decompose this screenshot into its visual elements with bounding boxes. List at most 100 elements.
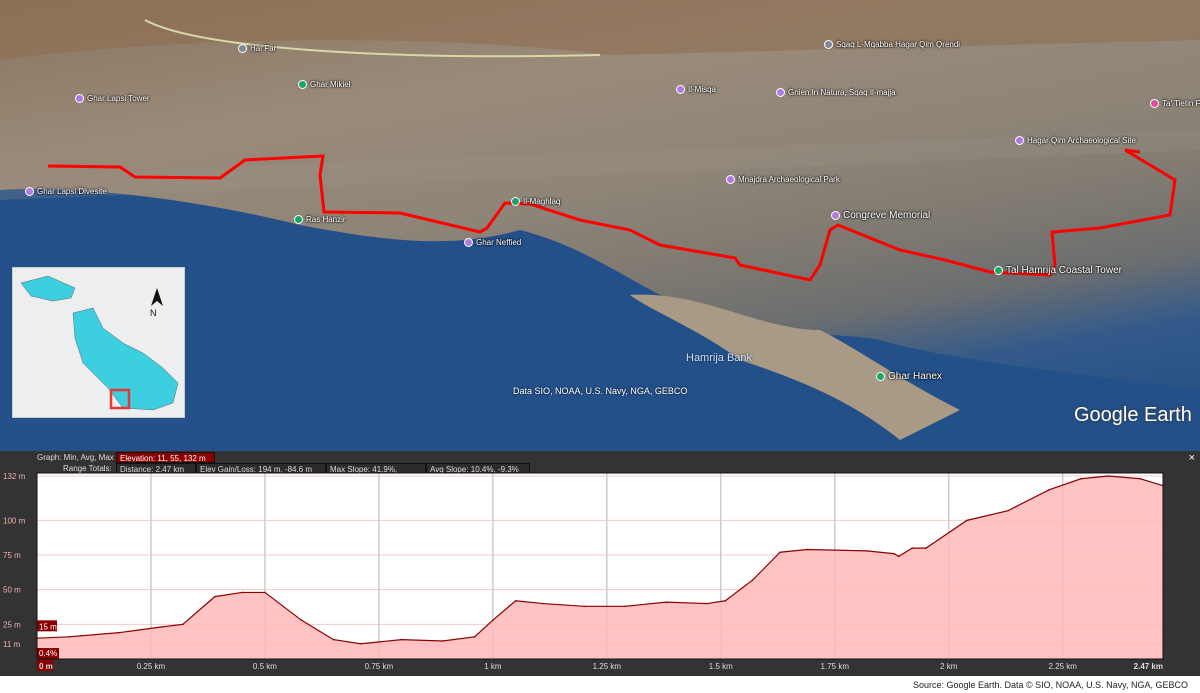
x-tick-label: 0.75 km: [365, 662, 394, 671]
place-pin-icon: [726, 175, 735, 184]
elevation-point: [182, 623, 184, 626]
map-view[interactable]: Ghar Lapsi Tower Ghar Lapsi Divesite Hal…: [0, 0, 1200, 451]
elevation-point: [865, 550, 868, 552]
place-pin-icon: [238, 44, 247, 53]
place-pin-icon: [298, 80, 307, 89]
cursor-elevation: 15 m: [39, 622, 57, 631]
elevation-point: [241, 591, 243, 594]
elevation-point: [264, 591, 266, 594]
route-line: [47, 148, 1177, 282]
place-pin-icon: [676, 85, 685, 94]
elevation-point: [473, 636, 476, 638]
elevation-point: [706, 602, 708, 605]
cursor-elev-bg: [37, 620, 57, 632]
place-marker[interactable]: Ras Hanzir: [294, 215, 346, 224]
elevation-point: [118, 631, 120, 634]
place-marker[interactable]: Mnajdra Archaeological Park: [726, 175, 840, 184]
elevation-point: [300, 619, 303, 621]
y-tick-label: 100 m: [3, 516, 26, 525]
y-tick-label: 11 m: [3, 640, 21, 649]
north-arrow-icon: [151, 288, 163, 306]
elevation-chart[interactable]: 11 m 25 m 50 m 75 m 100 m 132 m 0 m 0.25 km 0.5 …: [0, 451, 1200, 676]
compass-label: N: [150, 308, 157, 318]
place-marker[interactable]: Tal Hamrija Coastal Tower: [994, 265, 1122, 276]
elevation-point: [359, 642, 362, 645]
elevation-point: [966, 519, 968, 522]
place-marker[interactable]: Hal Far: [238, 44, 276, 53]
elevation-point: [1080, 477, 1082, 480]
place-marker[interactable]: Il-Maghlaq: [511, 197, 560, 206]
elevation-point: [893, 552, 895, 555]
place-pin-icon: [294, 215, 303, 224]
elevation-point: [441, 640, 444, 642]
elevation-point: [1139, 477, 1142, 480]
place-marker[interactable]: Congreve Memorial: [831, 210, 930, 221]
elevation-point: [925, 547, 927, 549]
place-pin-icon: [831, 211, 840, 220]
elevation-point: [751, 579, 754, 581]
elevation-point: [492, 619, 494, 621]
place-pin-icon: [75, 94, 84, 103]
x-tick-label: 0.25 km: [137, 662, 166, 671]
source-caption: Source: Google Earth. Data © SIO, NOAA, …: [912, 680, 1188, 690]
place-marker[interactable]: Ghar Neffied: [464, 238, 521, 247]
place-marker[interactable]: Ghar Lapsi Tower: [75, 94, 150, 103]
elevation-point: [665, 601, 667, 603]
elevation-profile-panel: Graph: Min, Avg, Max Elevation: 11, 55, …: [0, 451, 1200, 676]
plot-border: [36, 472, 1164, 660]
map-attribution: Data SIO, NOAA, U.S. Navy, NGA, GEBCO: [513, 386, 688, 396]
elevation-point: [1007, 509, 1009, 512]
elevation-point: [1107, 475, 1110, 477]
range-totals-label: Range Totals:: [63, 464, 112, 473]
malta-inset-map: N: [20, 275, 179, 411]
y-tick-label: 132 m: [3, 472, 26, 481]
place-pin-icon: [1015, 136, 1024, 145]
elevation-point: [213, 595, 216, 598]
place-marker[interactable]: Ghar Lapsi Divesite: [25, 187, 107, 196]
elevation-point: [911, 547, 914, 549]
x-tick-bg: [37, 660, 53, 671]
place-marker[interactable]: Ghar Mikiel: [298, 80, 350, 89]
view-extent-marker: [109, 388, 131, 410]
elevation-point: [779, 551, 781, 554]
place-pin-icon: [824, 40, 833, 49]
elevation-point: [514, 599, 517, 602]
place-pin-icon: [994, 266, 1003, 275]
elevation-area: [37, 476, 1163, 659]
graph-label: Graph: Min, Avg, Max: [37, 453, 114, 462]
elevation-point: [332, 638, 335, 641]
place-marker[interactable]: Hagar Qim Archaeological Site: [1015, 136, 1136, 145]
google-earth-logo: Google Earth: [1074, 404, 1192, 426]
place-pin-icon: [25, 187, 34, 196]
overview-map[interactable]: N: [12, 267, 185, 418]
elevation-stats[interactable]: Elevation: 11, 55, 132 m: [116, 452, 215, 463]
elevation-point: [624, 605, 626, 608]
elevation-point: [806, 548, 809, 551]
place-marker[interactable]: Gnien In Natura, Sqaq Il-majja: [776, 88, 896, 97]
x-tick-label: 1.25 km: [593, 662, 622, 671]
elevation-point: [583, 605, 585, 608]
close-icon[interactable]: ×: [1188, 452, 1195, 464]
place-pin-icon: [464, 238, 473, 247]
cursor-slope: 0.4%: [39, 649, 57, 658]
place-pin-icon: [876, 372, 885, 381]
x-tick-label: 1 km: [484, 662, 502, 671]
x-tick-label: 0.5 km: [253, 662, 277, 671]
elevation-point: [68, 636, 70, 638]
sea-label: Hamrija Bank: [686, 352, 753, 364]
place-marker[interactable]: Il-Misqa: [676, 85, 716, 94]
place-marker[interactable]: Ta' Tietin Farm: [1150, 99, 1200, 108]
cursor-slope-bg: [37, 648, 59, 659]
place-marker[interactable]: Sqaq L-Mqabba Hagar Qim Qrendi: [824, 40, 960, 49]
place-pin-icon: [776, 88, 785, 97]
x-tick-label: 1.75 km: [821, 662, 850, 671]
place-pin-icon: [511, 197, 520, 206]
x-tick-label: 2.25 km: [1048, 662, 1077, 671]
elevation-point: [724, 599, 727, 602]
place-marker[interactable]: Ghar Hanex: [876, 371, 942, 382]
elevation-point: [897, 555, 900, 558]
elevation-point: [542, 602, 544, 605]
elevation-point: [400, 638, 403, 641]
x-tick-label: 0 m: [39, 662, 53, 671]
x-tick-label: 1.5 km: [709, 662, 733, 671]
